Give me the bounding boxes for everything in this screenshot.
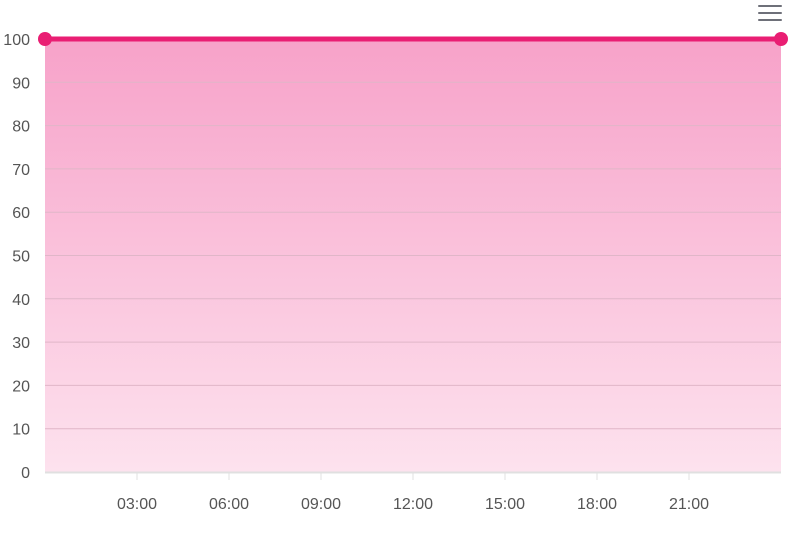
x-tick-label: 09:00 (301, 496, 341, 513)
y-tick-label: 50 (12, 249, 30, 266)
data-point (774, 32, 788, 46)
x-tick-label: 06:00 (209, 496, 249, 513)
y-tick-label: 20 (12, 378, 30, 395)
x-tick-label: 18:00 (577, 496, 617, 513)
menu-bar (758, 19, 782, 21)
x-tick-label: 12:00 (393, 496, 433, 513)
x-tick-label: 21:00 (669, 496, 709, 513)
y-tick-label: 70 (12, 162, 30, 179)
y-tick-label: 80 (12, 119, 30, 136)
x-tick-label: 15:00 (485, 496, 525, 513)
y-tick-label: 10 (12, 422, 30, 439)
y-tick-label: 60 (12, 205, 30, 222)
menu-bar (758, 5, 782, 7)
y-tick-label: 100 (3, 32, 30, 49)
y-tick-label: 40 (12, 292, 30, 309)
y-tick-label: 0 (21, 465, 30, 482)
hamburger-menu-icon[interactable] (756, 2, 784, 24)
y-tick-label: 30 (12, 335, 30, 352)
y-tick-label: 90 (12, 75, 30, 92)
x-tick-label: 03:00 (117, 496, 157, 513)
data-point (38, 32, 52, 46)
menu-bar (758, 12, 782, 14)
